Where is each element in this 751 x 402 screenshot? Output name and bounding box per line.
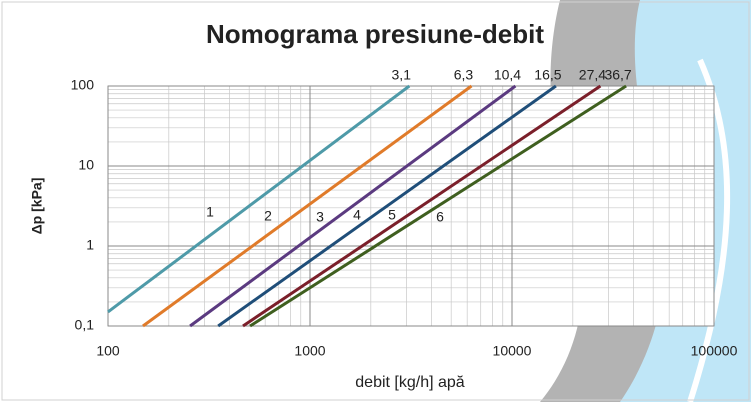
series-name: 36,7 bbox=[604, 67, 631, 83]
x-tick-label: 10000 bbox=[493, 343, 532, 359]
y-tick-label: 0,1 bbox=[75, 317, 95, 333]
y-tick-label: 1 bbox=[86, 237, 94, 253]
series-line bbox=[189, 84, 517, 328]
series-name: 3,1 bbox=[392, 67, 412, 83]
y-axis-label: Δp [kPa] bbox=[29, 178, 45, 235]
series-name: 10,4 bbox=[494, 67, 521, 83]
series-name: 16,5 bbox=[534, 67, 561, 83]
x-tick-label: 100 bbox=[96, 343, 120, 359]
series-line bbox=[107, 84, 411, 314]
curve-number: 3 bbox=[316, 209, 324, 225]
series-line bbox=[249, 84, 627, 328]
plot-area bbox=[107, 85, 715, 327]
x-tick-label: 1000 bbox=[294, 343, 325, 359]
y-tick-label: 100 bbox=[71, 77, 95, 93]
series-name: 27,4 bbox=[579, 67, 606, 83]
curve-number: 5 bbox=[388, 207, 396, 223]
series-line bbox=[142, 84, 473, 328]
curve-number: 6 bbox=[436, 209, 444, 225]
series-line bbox=[217, 84, 557, 328]
series-line bbox=[242, 84, 602, 328]
curve-number: 4 bbox=[353, 207, 361, 223]
curve-number: 1 bbox=[206, 204, 214, 220]
series-name: 6,3 bbox=[454, 67, 474, 83]
y-tick-label: 10 bbox=[78, 157, 94, 173]
x-tick-label: 100000 bbox=[691, 343, 738, 359]
curve-number: 2 bbox=[264, 208, 272, 224]
chart-title: Nomograma presiune-debit bbox=[206, 19, 544, 49]
x-axis-label: debit [kg/h] apă bbox=[355, 374, 465, 391]
